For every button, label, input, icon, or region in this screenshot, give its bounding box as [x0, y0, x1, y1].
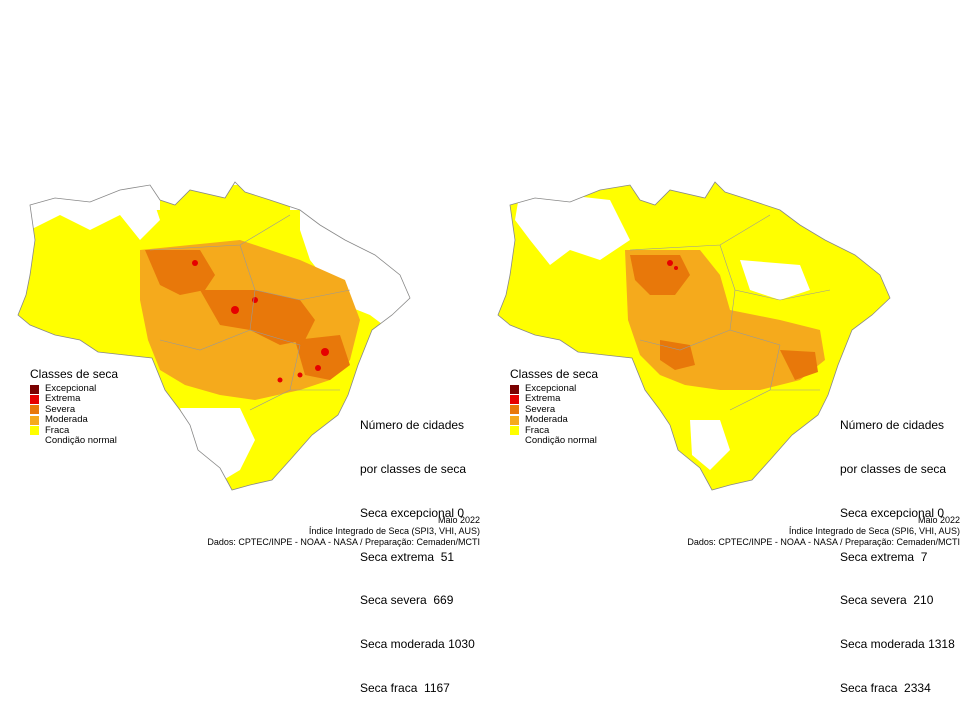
legend-swatch	[30, 395, 39, 405]
legend-swatch	[510, 436, 519, 446]
severa-region-center	[200, 290, 315, 345]
footer-date: Maio 2022	[917, 515, 960, 525]
counts-heading-2: por classes de seca	[360, 461, 467, 476]
map-footer: Maio 2022 Índice Integrado de Seca (SPI6…	[660, 515, 960, 548]
drought-map-spi3	[17, 181, 411, 491]
map-footer: Maio 2022 Índice Integrado de Seca (SPI3…	[180, 515, 480, 548]
legend-title: Classes de seca	[510, 367, 599, 381]
map-panel-spi3: Classes de seca Excepcional Extrema Seve…	[0, 0, 480, 720]
count-line: Seca severa 210	[840, 593, 934, 608]
extrema-spot	[252, 297, 258, 303]
state-borders	[629, 214, 831, 411]
normal-region-ne	[740, 260, 810, 300]
count-line: Seca moderada 1318	[840, 637, 955, 652]
extrema-spot	[321, 348, 329, 356]
count-line: Seca extrema 51	[360, 549, 455, 564]
legend-item-normal: Condição normal	[510, 435, 597, 446]
footer-credits: Dados: CPTEC/INPE - NOAA - NASA / Prepar…	[687, 537, 960, 547]
legend-item-severa: Severa	[510, 404, 597, 415]
legend-item-severa: Severa	[30, 404, 117, 415]
legend-item-moderada: Moderada	[510, 414, 597, 425]
legend-item-fraca: Fraca	[30, 425, 117, 436]
normal-region-nw	[515, 190, 630, 265]
legend-item-fraca: Fraca	[510, 425, 597, 436]
legend-swatch	[30, 384, 39, 394]
legend-title: Classes de seca	[30, 367, 119, 381]
legend-item-normal: Condição normal	[30, 435, 117, 446]
count-line: Seca fraca 2334	[840, 680, 931, 695]
legend-swatch	[510, 426, 519, 436]
legend: Excepcional Extrema Severa Moderada Frac…	[510, 383, 597, 446]
counts-heading-1: Número de cidades	[840, 418, 945, 433]
footer-index: Índice Integrado de Seca (SPI6, VHI, AUS…	[788, 526, 960, 536]
legend: Excepcional Extrema Severa Moderada Frac…	[30, 383, 117, 446]
extrema-spot	[667, 260, 673, 266]
count-line: Seca extrema 7	[840, 549, 928, 564]
extrema-spot	[297, 372, 303, 378]
extrema-spot	[192, 260, 198, 266]
severa-region-west	[145, 250, 215, 295]
brazil-outline	[17, 181, 411, 491]
legend-swatch	[510, 395, 519, 405]
legend-swatch	[30, 426, 39, 436]
footer-credits: Dados: CPTEC/INPE - NOAA - NASA / Prepar…	[207, 537, 480, 547]
severa-region-se	[295, 335, 350, 380]
normal-region-south	[690, 420, 730, 470]
legend-swatch	[510, 415, 519, 425]
drought-map-spi6	[497, 181, 891, 491]
map-panel-spi6: Classes de seca Excepcional Extrema Seve…	[480, 0, 960, 720]
legend-item-moderada: Moderada	[30, 414, 117, 425]
normal-region-south	[180, 408, 255, 485]
count-line: Seca severa 669	[360, 593, 454, 608]
severa-region-se	[780, 350, 818, 380]
count-line: Seca fraca 1167	[360, 680, 450, 695]
legend-item-excepcional: Excepcional	[510, 383, 597, 394]
fraca-region-north	[160, 185, 290, 225]
severa-region-west	[630, 255, 690, 295]
counts-heading-1: Número de cidades	[360, 418, 465, 433]
legend-swatch	[510, 384, 519, 394]
legend-swatch	[30, 405, 39, 415]
count-line: Seca excepcional 0	[840, 505, 945, 520]
legend-item-extrema: Extrema	[510, 393, 597, 405]
normal-region-nw	[20, 190, 160, 240]
brazil-outline	[497, 181, 891, 491]
legend-swatch	[510, 405, 519, 415]
legend-swatch	[30, 415, 39, 425]
legend-item-excepcional: Excepcional	[30, 383, 117, 394]
extrema-spot	[231, 306, 239, 314]
city-counts: Número de cidades por classes de seca Se…	[840, 389, 955, 725]
count-line: Seca moderada 1030	[360, 637, 475, 652]
extrema-spot	[315, 365, 321, 371]
legend-item-extrema: Extrema	[30, 393, 117, 405]
extrema-spot	[277, 377, 283, 383]
footer-index: Índice Integrado de Seca (SPI3, VHI, AUS…	[308, 526, 480, 536]
footer-date: Maio 2022	[437, 515, 480, 525]
extrema-spot	[674, 266, 678, 270]
count-line: Seca excepcional 0	[360, 505, 465, 520]
state-borders	[149, 214, 351, 411]
city-counts: Número de cidades por classes de seca Se…	[360, 389, 475, 725]
counts-heading-2: por classes de seca	[840, 461, 947, 476]
legend-swatch	[30, 436, 39, 446]
